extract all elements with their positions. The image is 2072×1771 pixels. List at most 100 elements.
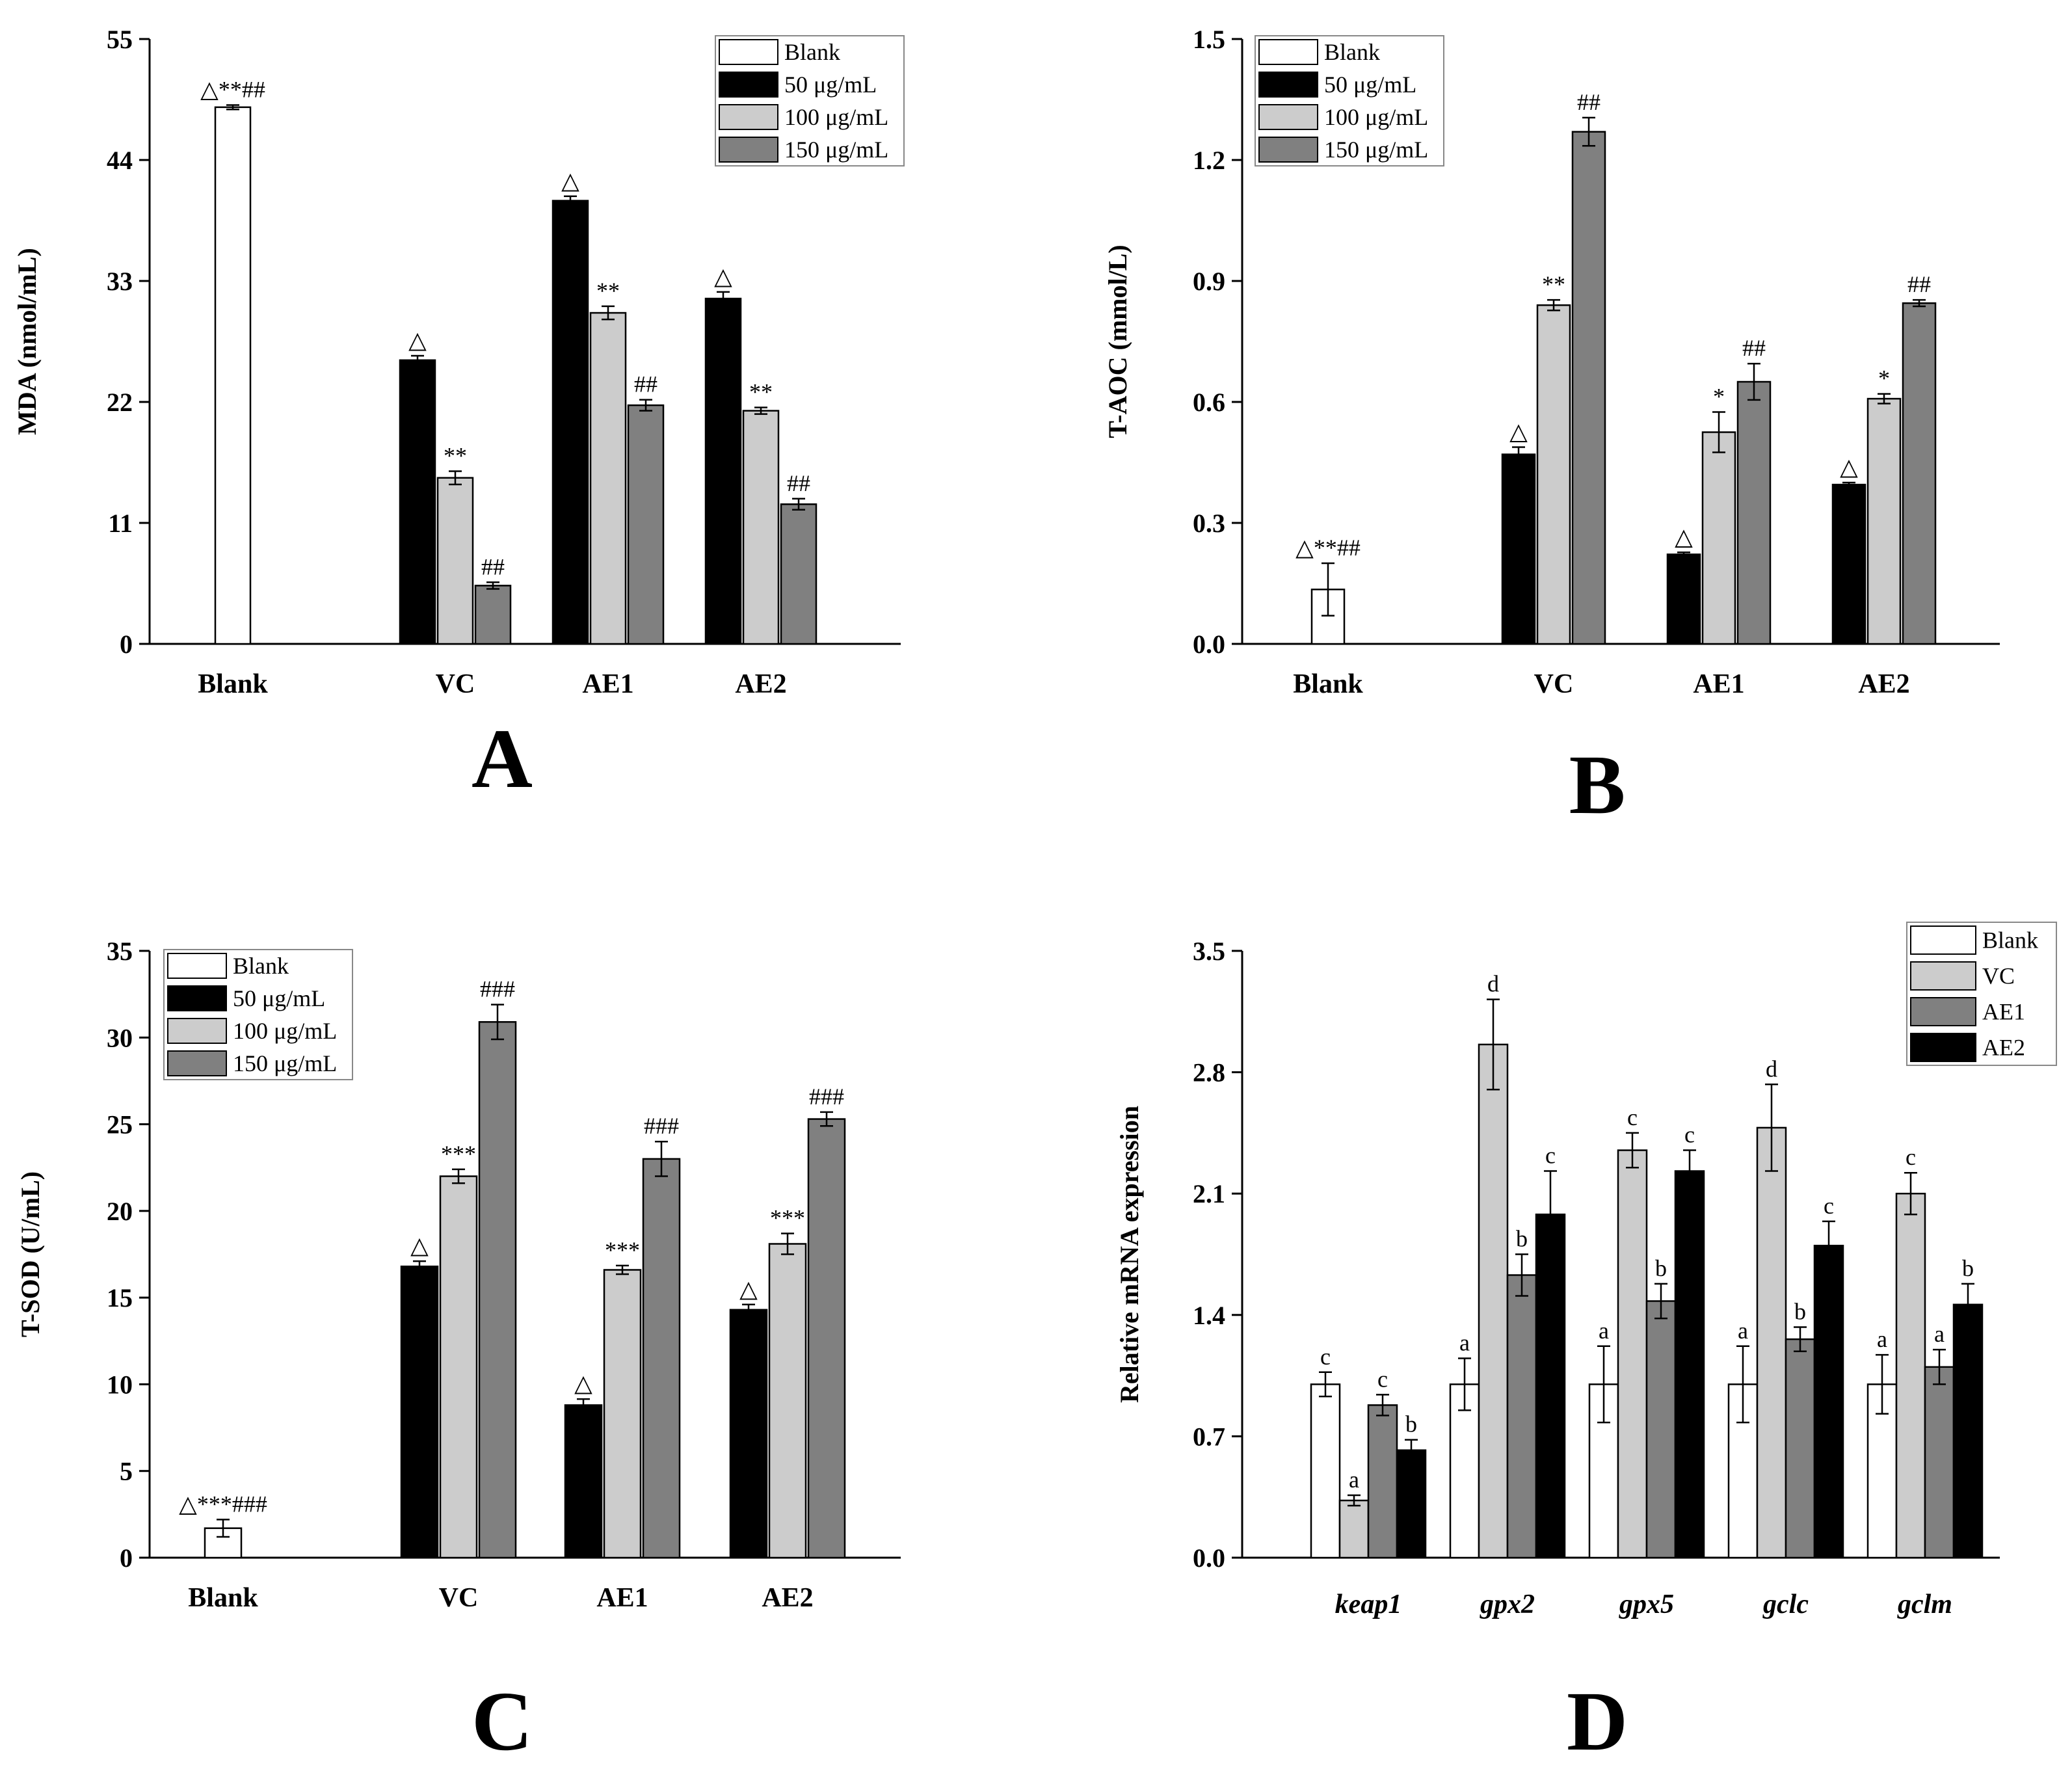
panel-d-significance-label: a xyxy=(1599,1318,1609,1344)
panel-b-bar xyxy=(1866,397,1902,645)
panel-d-significance-label: a xyxy=(1459,1329,1470,1355)
panel-c-significance-label: ### xyxy=(809,1084,844,1110)
panel-b-category-label: AE1 xyxy=(1693,669,1744,699)
panel-d-category-label: keap1 xyxy=(1335,1590,1402,1619)
panel-b-legend-label: 50 μg/mL xyxy=(1324,72,1416,98)
panel-a-legend-swatch xyxy=(719,72,778,98)
panel-b-significance-label: △**## xyxy=(1295,535,1361,561)
panel-d-legend-swatch xyxy=(1910,1033,1976,1062)
panel-b-y-axis-label: T-AOC (mmol/L) xyxy=(1103,245,1132,438)
panel-d-significance-label: c xyxy=(1684,1122,1695,1148)
panel-b-y-tick-label: 0.3 xyxy=(1193,509,1225,538)
panel-c-bar xyxy=(807,1118,846,1559)
panel-c-y-tick-label: 15 xyxy=(107,1283,133,1312)
panel-c-bar xyxy=(603,1269,642,1559)
panel-c-legend-swatch xyxy=(167,1018,227,1044)
panel-d-bar xyxy=(1310,1383,1341,1559)
panel-c-y-tick-label: 25 xyxy=(107,1110,133,1139)
panel-d-significance-label: c xyxy=(1906,1144,1916,1170)
panel-c-category-label: AE2 xyxy=(762,1583,813,1613)
panel-letter-b: B xyxy=(1569,738,1626,832)
panel-c-bar xyxy=(642,1158,681,1559)
panel-d-significance-label: b xyxy=(1794,1298,1806,1324)
panel-d-y-tick-label: 2.8 xyxy=(1193,1058,1225,1087)
panel-d-mrna-expression-chart: 0.0 0.7 1.4 2.1 2.8 3.5 Relative mRNA expressi… xyxy=(1115,922,2057,1619)
panel-b-category-label: VC xyxy=(1534,669,1574,699)
panel-b-significance-label: * xyxy=(1713,384,1725,410)
panel-c-y-tick-label: 35 xyxy=(107,937,133,966)
panel-c-significance-label: △ xyxy=(739,1276,758,1302)
panel-c-bar xyxy=(768,1243,807,1559)
panel-d-significance-label: a xyxy=(1877,1326,1887,1352)
panel-a-y-axis-label: MDA (nmol/mL) xyxy=(12,248,42,435)
panel-b-significance-label: ** xyxy=(1542,271,1565,297)
panel-a-bar xyxy=(704,297,742,645)
panel-b-significance-label: ## xyxy=(1742,335,1766,361)
panel-a-legend-swatch xyxy=(719,137,778,163)
panel-d-significance-label: b xyxy=(1962,1255,1974,1281)
panel-d-significance-label: d xyxy=(1766,1056,1777,1082)
panel-b-legend-swatch xyxy=(1258,39,1318,65)
panel-a-significance-label: ## xyxy=(787,470,810,496)
panel-c-bar xyxy=(564,1404,603,1559)
panel-b-significance-label: * xyxy=(1878,366,1890,392)
panel-d-significance-label: c xyxy=(1627,1104,1638,1130)
panel-a-legend-label: 150 μg/mL xyxy=(784,137,888,163)
panel-d-bar xyxy=(1645,1300,1677,1559)
panel-c-legend-label: 50 μg/mL xyxy=(233,985,325,1011)
panel-d-category-label: gclc xyxy=(1762,1590,1809,1619)
panel-b-legend-label: Blank xyxy=(1324,39,1380,65)
panel-a-bar xyxy=(214,106,252,645)
panel-b-significance-label: ## xyxy=(1907,271,1931,297)
panel-b-legend-swatch xyxy=(1258,104,1318,130)
panel-d-y-tick-label: 0.7 xyxy=(1193,1422,1225,1451)
panel-a-legend-label: Blank xyxy=(784,39,840,65)
panel-b-bar xyxy=(1501,453,1536,645)
panel-c-y-tick-label: 0 xyxy=(120,1543,133,1573)
panel-c-category-label: VC xyxy=(439,1583,479,1613)
panel-a-y-tick-label: 0 xyxy=(120,630,133,659)
panel-a-significance-label: △ xyxy=(561,168,579,194)
panel-a-significance-label: ** xyxy=(749,379,773,405)
panel-d-category-label: gpx5 xyxy=(1619,1590,1674,1619)
panel-a-legend-swatch xyxy=(719,104,778,130)
panel-d-significance-label: d xyxy=(1487,971,1499,997)
panel-a-bar xyxy=(474,585,512,645)
panel-d-significance-label: b xyxy=(1405,1411,1417,1437)
panel-c-bar xyxy=(729,1309,768,1559)
panel-b-significance-label: △ xyxy=(1840,454,1858,480)
panel-c-significance-label: *** xyxy=(441,1141,476,1167)
panel-d-bar xyxy=(1367,1404,1398,1559)
panel-c-significance-label: *** xyxy=(605,1237,640,1263)
panel-d-legend-label: VC xyxy=(1982,963,2015,989)
panel-c-bar xyxy=(400,1265,439,1559)
panel-a-significance-label: △ xyxy=(714,263,732,289)
panel-d-significance-label: c xyxy=(1377,1366,1388,1392)
panel-c-bar xyxy=(478,1021,517,1559)
panel-a-category-label: VC xyxy=(436,669,475,699)
panel-d-significance-label: a xyxy=(1934,1321,1945,1347)
panel-a-y-tick-label: 44 xyxy=(107,146,133,175)
panel-b-t-aoc-chart: 0.00.30.60.91.21.5T-AOC (mmol/L)△**##Bla… xyxy=(1103,25,2000,699)
panel-letter-c: C xyxy=(472,1675,533,1768)
panel-d-legend-swatch xyxy=(1910,997,1976,1026)
panel-a-legend-label: 50 μg/mL xyxy=(784,72,877,98)
panel-b-legend-swatch xyxy=(1258,72,1318,98)
panel-a-y-tick-label: 33 xyxy=(107,267,133,296)
panel-d-y-axis-label: Relative mRNA expression xyxy=(1115,1106,1144,1403)
panel-d-bar xyxy=(1924,1366,1955,1559)
panel-b-legend-swatch xyxy=(1258,137,1318,163)
panel-a-y-tick-label: 55 xyxy=(107,25,133,54)
panel-d-bar xyxy=(1396,1449,1427,1559)
panel-b-bar xyxy=(1701,431,1736,645)
panel-a-significance-label: ** xyxy=(596,278,620,304)
panel-c-legend-label: Blank xyxy=(233,953,289,979)
panel-letter-d: D xyxy=(1567,1675,1628,1768)
panel-d-category-label: gclm xyxy=(1897,1590,1952,1619)
panel-b-bar xyxy=(1902,302,1937,645)
panel-a-category-label: AE1 xyxy=(582,669,633,699)
panel-d-significance-label: a xyxy=(1349,1467,1359,1493)
panel-a-bar xyxy=(627,404,665,645)
